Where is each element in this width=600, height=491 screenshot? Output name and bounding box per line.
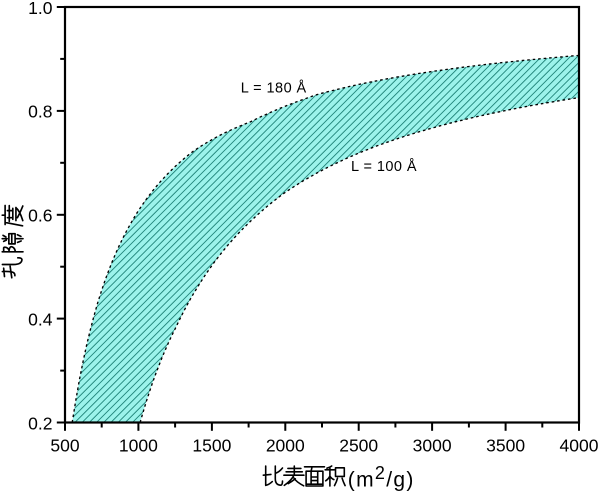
svg-text:0.8: 0.8 [28,102,52,122]
svg-text:(m2/g): (m2/g) [348,463,415,491]
svg-text:0.4: 0.4 [28,309,53,329]
svg-text:0.2: 0.2 [28,413,52,433]
svg-text:3000: 3000 [413,436,452,456]
svg-text:1000: 1000 [119,436,158,456]
svg-text:500: 500 [50,436,79,456]
svg-text:1.0: 1.0 [28,0,53,18]
svg-text:1500: 1500 [192,436,231,456]
svg-text:L = 180 Å: L = 180 Å [241,80,307,97]
svg-text:L = 100 Å: L = 100 Å [351,158,417,175]
svg-text:0.6: 0.6 [28,206,52,226]
svg-text:4000: 4000 [560,436,599,456]
svg-text:2000: 2000 [266,436,305,456]
svg-text:3500: 3500 [486,436,525,456]
svg-text:2500: 2500 [339,436,378,456]
